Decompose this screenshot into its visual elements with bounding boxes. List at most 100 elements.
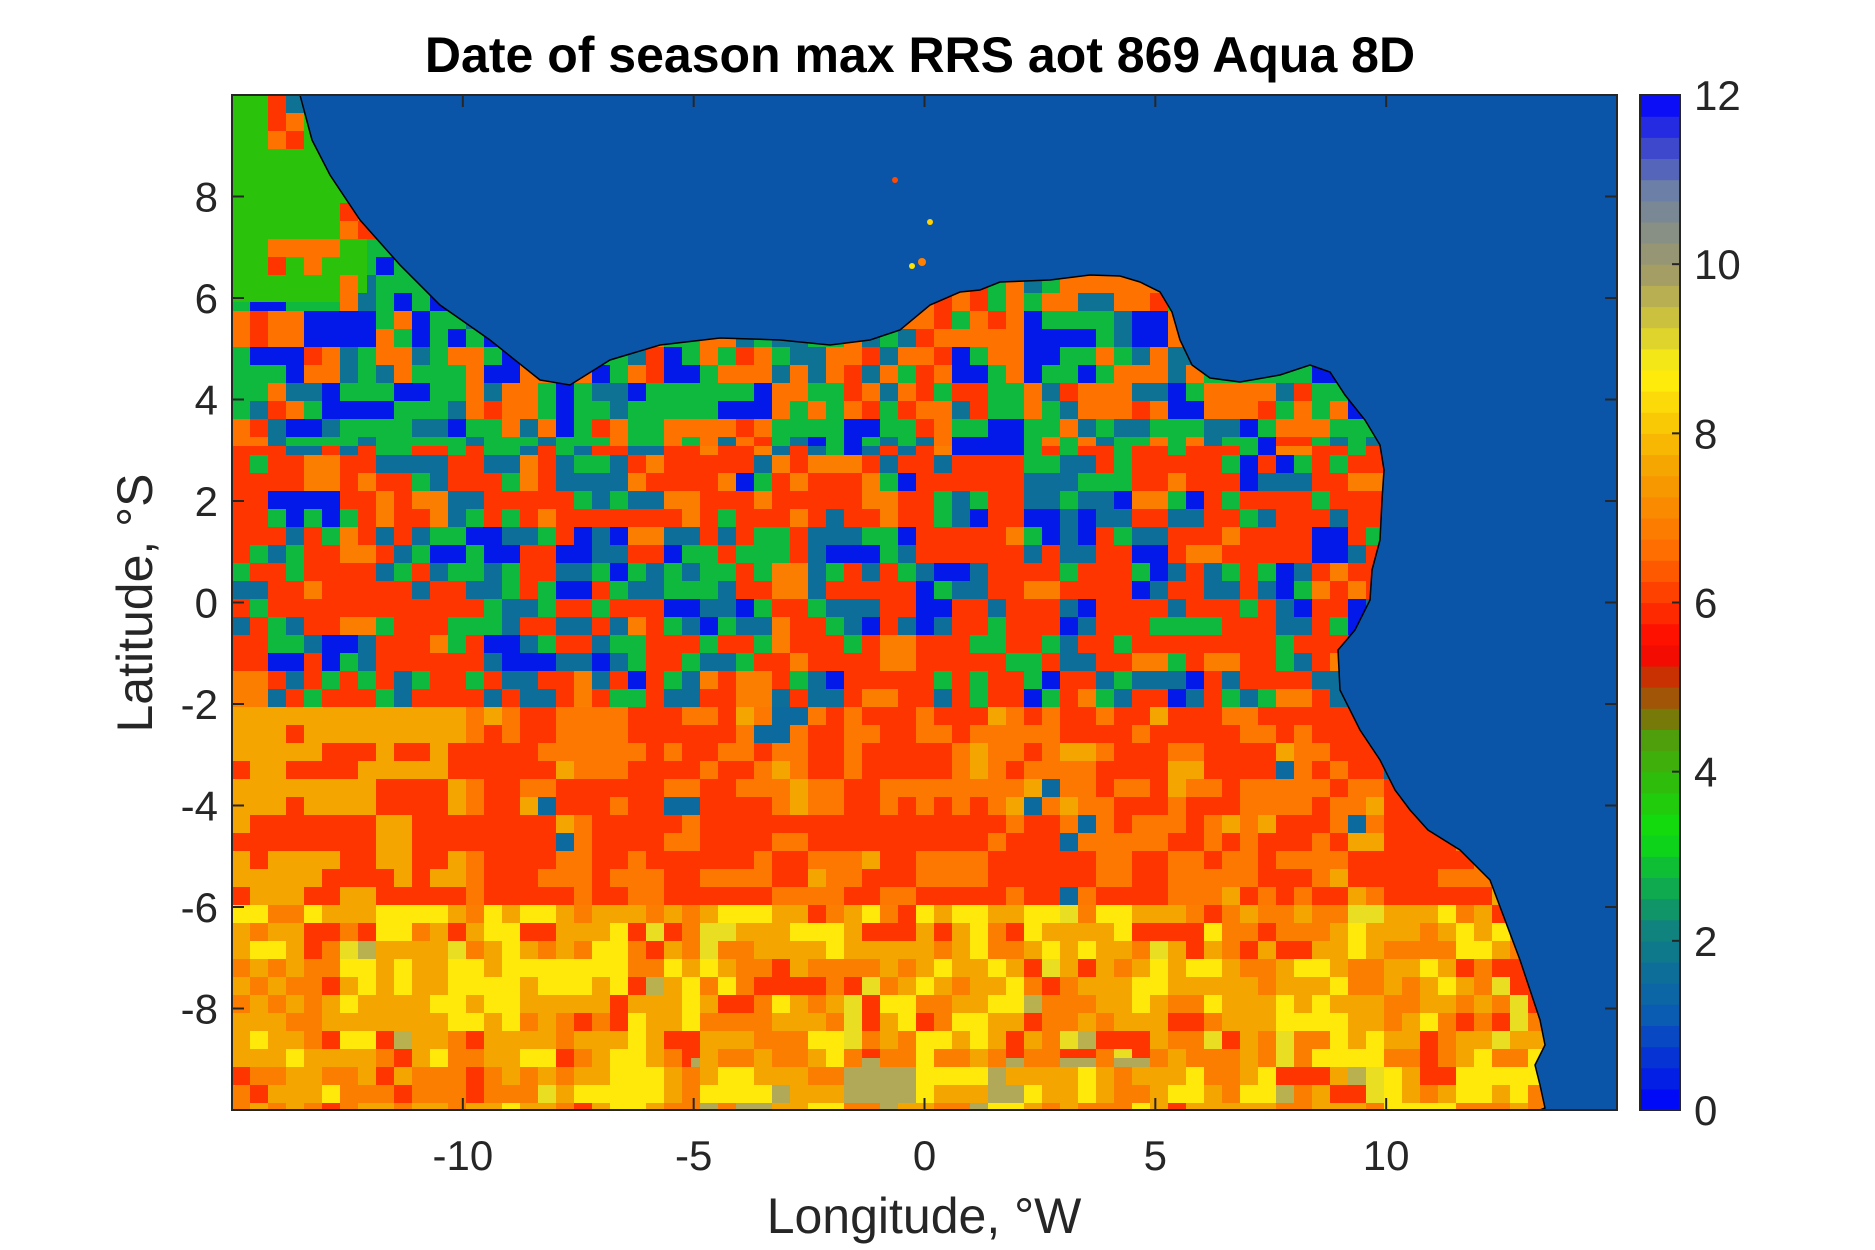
land-cell [259, 275, 269, 285]
land-cell [1168, 320, 1178, 330]
land-cell [250, 356, 260, 366]
land-cell [664, 365, 674, 375]
land-cell [1069, 311, 1079, 321]
land-cell [826, 365, 836, 375]
land-cell [664, 383, 674, 393]
land-cell [232, 185, 242, 195]
land-cell [241, 140, 251, 150]
land-cell [1060, 329, 1070, 339]
land-cell [412, 329, 422, 339]
land-cell [817, 374, 827, 384]
land-cell [853, 338, 863, 348]
land-cell [763, 374, 773, 384]
land-cell [349, 320, 359, 330]
land-cell [646, 383, 656, 393]
land-cell [754, 347, 764, 357]
land-cell [682, 347, 692, 357]
land-cell [1006, 338, 1016, 348]
land-cell [1141, 329, 1151, 339]
land-cell [313, 230, 323, 240]
land-cell [1186, 374, 1196, 384]
land-cell [340, 338, 350, 348]
land-cell [421, 329, 431, 339]
land-cell [1060, 365, 1070, 375]
land-cell [394, 347, 404, 357]
land-cell [304, 167, 314, 177]
land-cell [286, 176, 296, 186]
land-cell [853, 374, 863, 384]
land-cell [277, 347, 287, 357]
land-cell [295, 230, 305, 240]
land-cell [997, 311, 1007, 321]
land-cell [304, 212, 314, 222]
land-cell [376, 383, 386, 393]
land-cell [313, 311, 323, 321]
land-cell [592, 383, 602, 393]
land-cell [286, 347, 296, 357]
land-cell [1132, 374, 1142, 384]
land-cell [772, 383, 782, 393]
land-cell [898, 374, 908, 384]
land-cell [907, 374, 917, 384]
land-cell [268, 257, 278, 267]
land-cell [295, 167, 305, 177]
land-cell [916, 338, 926, 348]
land-cell [376, 338, 386, 348]
land-cell [475, 347, 485, 357]
land-cell [1177, 374, 1187, 384]
land-cell [457, 374, 467, 384]
land-cell [322, 347, 332, 357]
land-cell [997, 320, 1007, 330]
land-cell [349, 230, 359, 240]
land-cell [232, 257, 242, 267]
land-cell [1105, 320, 1115, 330]
land-cell [394, 338, 404, 348]
land-cell [1069, 284, 1079, 294]
land-cell [745, 347, 755, 357]
land-cell [367, 275, 377, 285]
land-cell [700, 374, 710, 384]
land-cell [313, 176, 323, 186]
land-cell [250, 338, 260, 348]
land-cell [268, 374, 278, 384]
land-cell [385, 365, 395, 375]
land-cell [1087, 293, 1097, 303]
land-cell [313, 221, 323, 231]
land-cell [781, 365, 791, 375]
land-cell [1114, 347, 1124, 357]
land-cell [1141, 374, 1151, 384]
land-cell [1123, 338, 1133, 348]
land-cell [358, 293, 368, 303]
land-cell [862, 347, 872, 357]
land-cell [349, 275, 359, 285]
land-cell [304, 203, 314, 213]
land-cell [700, 365, 710, 375]
land-cell [295, 176, 305, 186]
land-cell [979, 293, 989, 303]
land-cell [664, 356, 674, 366]
land-cell [781, 383, 791, 393]
land-cell [1051, 356, 1061, 366]
land-cell [358, 266, 368, 276]
land-cell [304, 383, 314, 393]
land-cell [718, 374, 728, 384]
land-cell [286, 302, 296, 312]
land-cell [979, 374, 989, 384]
land-cell [952, 329, 962, 339]
land-cell [232, 374, 242, 384]
land-cell [1267, 374, 1277, 384]
land-cell [1096, 356, 1106, 366]
land-cell [232, 248, 242, 258]
land-cell [322, 248, 332, 258]
land-cell [763, 347, 773, 357]
land-cell [1285, 374, 1295, 384]
land-cell [817, 365, 827, 375]
chart-title: Date of season max RRS aot 869 Aqua 8D [425, 27, 1415, 83]
land-cell [268, 347, 278, 357]
land-cell [835, 365, 845, 375]
land-cell [232, 266, 242, 276]
land-cell [943, 311, 953, 321]
land-cell [250, 320, 260, 330]
land-cell [367, 293, 377, 303]
land-cell [412, 365, 422, 375]
